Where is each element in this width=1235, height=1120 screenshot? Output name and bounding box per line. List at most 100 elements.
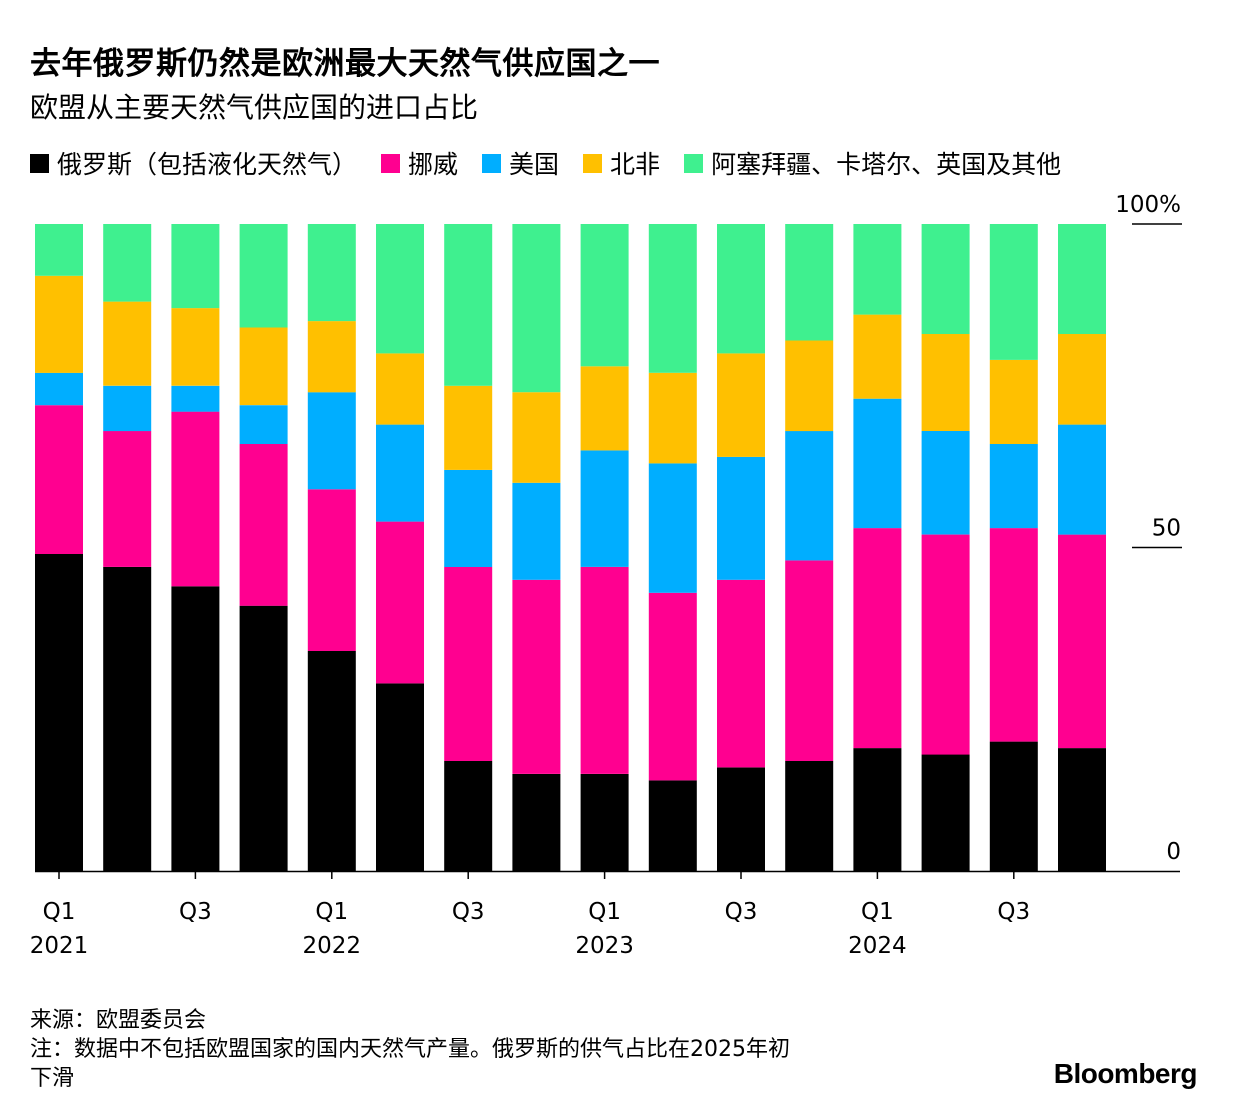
legend-label-3: 北非 (610, 150, 661, 179)
bar-segment-7-0 (512, 774, 561, 871)
bar-segment-1-4 (103, 224, 152, 302)
bar-segment-9-4 (648, 224, 697, 373)
bar-segment-6-4 (444, 224, 493, 386)
footer: 来源：欧盟委员会 注：数据中不包括欧盟国家的国内天然气产量。俄罗斯的供气占比在2… (30, 1006, 950, 1093)
bar-segment-15-2 (1058, 424, 1106, 535)
bar-segment-1-0 (103, 566, 152, 871)
legend-item-1: 挪威 (381, 145, 458, 181)
bar-segment-8-0 (580, 774, 629, 871)
legend-label-0: 俄罗斯（包括液化天然气） (57, 150, 358, 179)
bar-segment-4-4 (307, 224, 356, 322)
chart-title: 去年俄罗斯仍然是欧洲最大天然气供应国之一 (30, 46, 660, 82)
y-tick-label-0: 100% (1115, 192, 1181, 218)
bar-segment-12-0 (853, 748, 902, 871)
bar-segment-10-4 (717, 224, 765, 354)
bar-segment-14-1 (989, 528, 1038, 742)
stacked-bar-chart: 100% 50 0 Q1 2021 Q3 Q1 2022 Q3 Q1 2023 Q3 Q1 2024 Q3 (30, 192, 1182, 959)
x-tick-label-quarter-6: Q1 (861, 899, 894, 925)
x-tick-label-year-6: 2024 (848, 933, 907, 959)
bar-segment-5-2 (376, 424, 424, 522)
bar-segment-7-2 (512, 482, 561, 580)
bar-segment-15-0 (1058, 748, 1106, 871)
bar-segment-5-1 (376, 521, 424, 684)
bar-segment-1-3 (103, 301, 152, 386)
bar-segment-6-2 (444, 469, 493, 567)
bar-segment-12-1 (853, 528, 902, 749)
bar-segment-13-2 (921, 431, 970, 535)
bar-segment-14-2 (989, 444, 1038, 529)
bar-segment-13-3 (921, 334, 970, 431)
bar-segment-9-1 (648, 592, 697, 781)
source-note: 来源：欧盟委员会 (30, 1008, 207, 1033)
legend: 俄罗斯（包括液化天然气） 挪威 美国 北非 阿塞拜疆、卡塔尔、英国及其他 (30, 146, 1061, 180)
x-tick-label-year-2: 2022 (303, 933, 362, 959)
x-tick-label-quarter-2: Q1 (315, 899, 348, 925)
bar-segment-0-2 (35, 372, 83, 406)
bar-segment-10-2 (717, 456, 765, 580)
x-tick-label-year-4: 2023 (575, 933, 634, 959)
x-tick-label-year-0: 2021 (30, 933, 89, 959)
bar-segment-11-2 (785, 431, 834, 561)
bar-segment-4-3 (307, 321, 356, 393)
bar-segment-14-4 (989, 224, 1038, 360)
bloomberg-logo: Bloomberg (1053, 1058, 1198, 1089)
bar-segment-3-4 (239, 224, 288, 328)
bar-segment-13-1 (921, 534, 970, 755)
bar-segment-11-0 (785, 761, 834, 871)
bar-segment-9-0 (648, 780, 697, 871)
bar-segment-13-4 (921, 224, 970, 334)
bar-segment-3-3 (239, 327, 288, 406)
bar-segment-8-1 (580, 566, 629, 774)
bar-segment-3-1 (239, 444, 288, 606)
bar-segment-8-3 (580, 366, 629, 451)
x-tick-label-quarter-0: Q1 (43, 899, 76, 925)
bar-segment-10-3 (717, 353, 765, 457)
bar-segment-4-1 (307, 489, 356, 651)
bar-segment-13-0 (921, 754, 970, 871)
bar-segment-0-4 (35, 224, 83, 276)
x-tick-label-quarter-1: Q3 (179, 899, 212, 925)
y-tick-label-1: 50 (1152, 516, 1181, 542)
bar-segment-5-0 (376, 683, 424, 871)
bar-segment-1-1 (103, 431, 152, 567)
bar-segment-9-2 (648, 463, 697, 593)
bar-segment-12-2 (853, 398, 902, 529)
bar-segment-2-3 (171, 308, 220, 386)
bar-segment-6-0 (444, 761, 493, 871)
legend-swatch-4 (684, 153, 704, 173)
bar-segment-2-4 (171, 224, 220, 309)
legend-item-3: 北非 (583, 145, 660, 181)
bar-segment-15-4 (1058, 224, 1106, 334)
bar-segment-7-4 (512, 224, 561, 393)
x-tick-label-quarter-3: Q3 (452, 899, 485, 925)
bar-segment-0-3 (35, 275, 83, 373)
bar-segment-15-3 (1058, 334, 1106, 425)
bar-segment-11-4 (785, 224, 834, 341)
legend-item-0: 俄罗斯（包括液化天然气） (30, 145, 357, 181)
bar-segment-4-2 (307, 392, 356, 490)
bar-segment-12-4 (853, 224, 902, 315)
bar-segment-10-1 (717, 579, 765, 768)
bar-segment-0-0 (35, 554, 83, 871)
bar-segment-14-0 (989, 741, 1038, 871)
bar-segment-3-0 (239, 605, 288, 871)
bar-segment-6-1 (444, 566, 493, 761)
bar-segment-7-3 (512, 392, 561, 483)
bar-segment-8-4 (580, 224, 629, 367)
x-tick-label-quarter-7: Q3 (997, 899, 1030, 925)
footnote-line-2: 下滑 (30, 1066, 75, 1091)
bar-segment-5-3 (376, 353, 424, 425)
bar-segment-5-4 (376, 224, 424, 354)
bar-segment-11-3 (785, 340, 834, 432)
y-tick-label-2: 0 (1166, 839, 1181, 865)
legend-label-2: 美国 (509, 150, 560, 179)
bar-segment-2-0 (171, 586, 220, 871)
legend-item-2: 美国 (482, 145, 559, 181)
legend-label-4: 阿塞拜疆、卡塔尔、英国及其他 (711, 150, 1062, 179)
chart-subtitle: 欧盟从主要天然气供应国的进口占比 (30, 91, 479, 124)
footnote-line-1: 注：数据中不包括欧盟国家的国内天然气产量。俄罗斯的供气占比在2025年初 (30, 1037, 790, 1062)
bar-segment-3-2 (239, 405, 288, 444)
bar-segment-0-1 (35, 405, 83, 554)
bar-segment-1-2 (103, 385, 152, 432)
bar-segment-14-3 (989, 359, 1038, 444)
